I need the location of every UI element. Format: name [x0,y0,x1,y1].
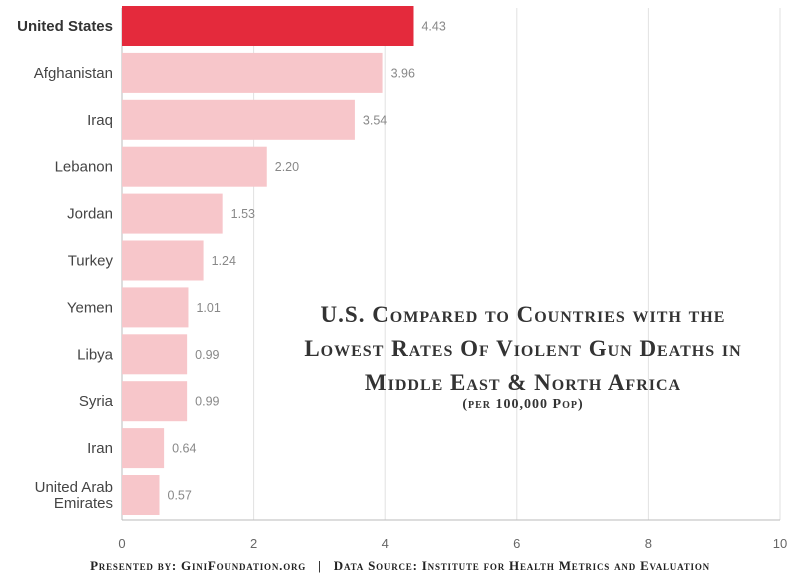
value-label: 2.20 [275,160,299,174]
value-label: 1.53 [231,207,255,221]
gridlines [121,8,781,521]
bar [122,146,267,187]
category-label: Iran [87,440,113,457]
category-label: Lebanon [55,159,113,176]
category-label: Yemen [67,299,113,316]
title-line-2: Lowest Rates Of Violent Gun Deaths in [304,336,742,361]
x-tick-label: 0 [118,536,125,551]
x-tick-labels: 0 2 4 6 8 10 [118,536,787,551]
category-label: Afghanistan [34,65,113,82]
value-label: 0.99 [195,348,219,362]
value-label: 0.99 [195,395,219,409]
footer: Presented by: GiniFoundation.org | Data So… [0,558,800,574]
bar [122,6,414,46]
category-label: Iraq [87,112,113,129]
category-label: Turkey [68,253,114,270]
x-tick-label: 2 [250,536,257,551]
x-tick-label: 4 [382,536,389,551]
value-labels: 4.43 3.96 3.54 2.20 1.53 1.24 1.01 0.99 0.99 0.64… [168,20,446,503]
title-line-3: Middle East & North Africa [364,370,682,395]
footer-data-source: Data Source: Institute for Health Metric… [333,558,710,573]
value-label: 1.01 [196,301,220,315]
value-label: 3.54 [363,113,387,127]
x-tick-label: 10 [773,536,787,551]
bar [122,334,188,375]
x-tick-label: 6 [513,536,520,551]
bar [122,99,355,140]
title-line-1: U.S. Compared to Countries with the [320,302,726,327]
bar [122,240,204,281]
bar [122,428,165,469]
value-label: 0.57 [168,489,192,503]
footer-separator: | [318,558,322,573]
bar [122,52,383,93]
category-label: Jordan [67,206,113,223]
category-labels: United States Afghanistan Iraq Lebanon Jorda… [17,18,114,512]
category-label: Syria [79,393,114,410]
category-label: Libya [77,346,114,363]
bar [122,287,189,328]
chart-title: U.S. Compared to Countries with the Lowe… [268,298,778,413]
bar [122,193,223,234]
value-label: 0.64 [172,442,196,456]
chart-subtitle: (per 100,000 Pop) [462,397,584,412]
footer-presented-by: Presented by: GiniFoundation.org [90,558,307,573]
category-label: United States [17,18,113,35]
bar [122,381,188,422]
value-label: 4.43 [421,20,445,34]
category-label: United Arab Emirates [35,479,113,512]
bar [122,475,160,515]
value-label: 1.24 [212,254,236,268]
bars [122,6,414,515]
x-tick-label: 8 [645,536,652,551]
value-label: 3.96 [391,66,415,80]
